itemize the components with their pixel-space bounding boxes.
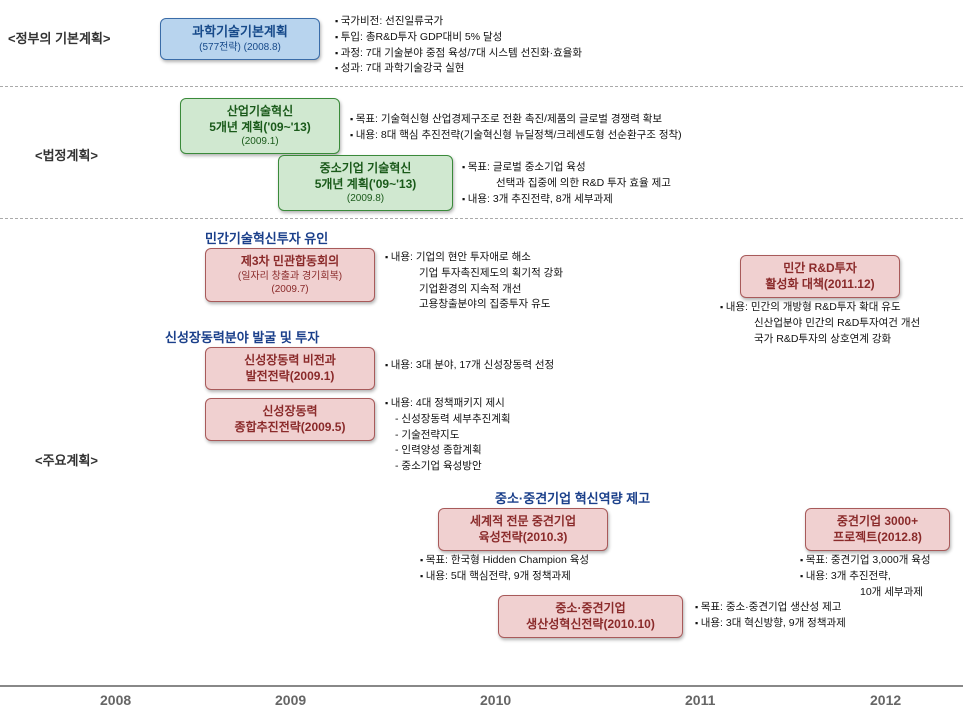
- box5-title: 민간 R&D투자: [751, 261, 889, 277]
- box-science-tech-plan: 과학기술기본계획 (577전략) (2008.8): [160, 18, 320, 60]
- box-growth-vision: 신성장동력 비전과 발전전략(2009.1): [205, 347, 375, 390]
- box8-bullets: 목표: 한국형 Hidden Champion 육성 내용: 5대 핵심전략, …: [420, 553, 589, 585]
- box8-line2: 육성전략(2010.3): [449, 530, 597, 546]
- timeline-axis: [0, 685, 963, 687]
- box-growth-strategy: 신성장동력 종합추진전략(2009.5): [205, 398, 375, 441]
- heading-private-tech: 민간기술혁신투자 유인: [205, 228, 328, 247]
- year-2008: 2008: [100, 692, 131, 708]
- box10-line2: 프로젝트(2012.8): [816, 530, 939, 546]
- section-main-label: <주요계획>: [35, 450, 98, 469]
- box-joint-meeting: 제3차 민관합동회의 (일자리 창출과 경기회복) (2009.7): [205, 248, 375, 302]
- box5-bullets: 내용: 민간의 개방형 R&D투자 확대 유도 신산업분야 민간의 R&D투자여…: [720, 300, 920, 347]
- box10-title: 중견기업 3000+: [816, 514, 939, 530]
- box7-bullets: 내용: 4대 정책패키지 제시 - 신성장동력 세부추진계획 - 기술전략지도 …: [385, 396, 511, 475]
- box2-line2: 5개년 계획('09~'13): [191, 120, 329, 136]
- box6-title: 신성장동력 비전과: [216, 353, 364, 369]
- box7-line2: 종합추진전략(2009.5): [216, 420, 364, 436]
- box8-title: 세계적 전문 중견기업: [449, 514, 597, 530]
- box-industry-tech: 산업기술혁신 5개년 계획('09~'13) (2009.1): [180, 98, 340, 154]
- box4-sub: (2009.7): [216, 283, 364, 296]
- divider-2: [0, 218, 963, 219]
- box-private-rd: 민간 R&D투자 활성화 대책(2011.12): [740, 255, 900, 298]
- box-global-sme: 세계적 전문 중견기업 육성전략(2010.3): [438, 508, 608, 551]
- box9-title: 중소·중견기업: [509, 601, 672, 617]
- box3-line2: 5개년 계획('09~'13): [289, 177, 442, 193]
- box2-bullets: 목표: 기술혁신형 산업경제구조로 전환 촉진/제품의 글로벌 경쟁력 확보 내…: [350, 112, 682, 144]
- box3-sub: (2009.8): [289, 192, 442, 205]
- box6-line2: 발전전략(2009.1): [216, 369, 364, 385]
- year-2009: 2009: [275, 692, 306, 708]
- box5-line2: 활성화 대책(2011.12): [751, 277, 889, 293]
- box2-sub: (2009.1): [191, 135, 329, 148]
- box1-title: 과학기술기본계획: [171, 24, 309, 41]
- box7-title: 신성장동력: [216, 404, 364, 420]
- box1-bullets: 국가비전: 선진일류국가 투입: 총R&D투자 GDP대비 5% 달성 과정: …: [335, 14, 582, 77]
- box1-sub: (577전략) (2008.8): [171, 41, 309, 54]
- heading-sme-innovation: 중소·중견기업 혁신역량 제고: [495, 488, 650, 507]
- box4-bullets: 내용: 기업의 현안 투자애로 해소 기업 투자촉진제도의 획기적 강화 기업환…: [385, 250, 563, 313]
- box6-bullets: 내용: 3대 분야, 17개 신성장동력 선정: [385, 358, 554, 374]
- divider-1: [0, 86, 963, 87]
- box2-title: 산업기술혁신: [191, 104, 329, 120]
- year-2011: 2011: [685, 692, 715, 708]
- section-legal-label: <법정계획>: [35, 145, 98, 164]
- year-2012: 2012: [870, 692, 901, 708]
- box-3000plus: 중견기업 3000+ 프로젝트(2012.8): [805, 508, 950, 551]
- year-2010: 2010: [480, 692, 511, 708]
- box9-bullets: 목표: 중소·중견기업 생산성 제고 내용: 3대 혁신방향, 9개 정책과제: [695, 600, 846, 632]
- box3-bullets: 목표: 글로벌 중소기업 육성 선택과 집중에 의한 R&D 투자 효율 제고 …: [462, 160, 671, 207]
- box3-title: 중소기업 기술혁신: [289, 161, 442, 177]
- box-productivity: 중소·중견기업 생산성혁신전략(2010.10): [498, 595, 683, 638]
- box4-title: 제3차 민관합동회의: [216, 254, 364, 270]
- heading-new-growth: 신성장동력분야 발굴 및 투자: [165, 327, 319, 346]
- section-gov-label: <정부의 기본계획>: [8, 28, 111, 47]
- box9-line2: 생산성혁신전략(2010.10): [509, 617, 672, 633]
- box4-line2: (일자리 창출과 경기회복): [216, 270, 364, 283]
- box10-bullets: 목표: 중견기업 3,000개 육성 내용: 3개 추진전략, 10개 세부과제: [800, 553, 931, 600]
- box-sme-tech: 중소기업 기술혁신 5개년 계획('09~'13) (2009.8): [278, 155, 453, 211]
